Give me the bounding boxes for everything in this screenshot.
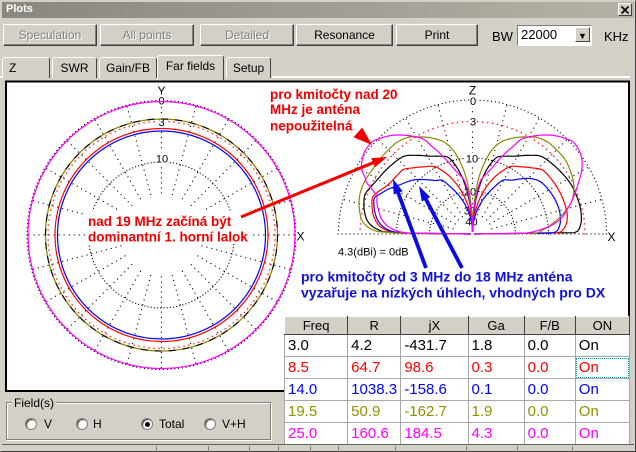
svg-text:MHz je anténa: MHz je anténa — [270, 102, 361, 117]
svg-text:4.3(dBi) = 0dB: 4.3(dBi) = 0dB — [338, 247, 409, 259]
svg-text:nad 19 MHz začíná být: nad 19 MHz začíná být — [88, 214, 232, 229]
svg-text:3: 3 — [470, 117, 476, 129]
svg-text:nepoužitelná: nepoužitelná — [270, 119, 353, 134]
svg-text:Y: Y — [157, 84, 165, 98]
svg-text:0: 0 — [470, 96, 476, 108]
svg-text:dominantní 1. horní lalok: dominantní 1. horní lalok — [88, 230, 248, 245]
svg-text:Z: Z — [469, 83, 476, 97]
svg-text:pro kmitočty nad 20: pro kmitočty nad 20 — [270, 87, 398, 102]
svg-text:X: X — [296, 229, 304, 243]
svg-text:3: 3 — [158, 117, 164, 129]
svg-text:10: 10 — [156, 154, 168, 166]
svg-text:10: 10 — [466, 154, 478, 166]
svg-text:pro kmitočty od 3 MHz do 18 MH: pro kmitočty od 3 MHz do 18 MHz anténa — [301, 269, 573, 285]
svg-text:X: X — [607, 230, 615, 244]
svg-text:vyzařuje na nízkých úhlech, vh: vyzařuje na nízkých úhlech, vhodných pro… — [301, 285, 606, 301]
